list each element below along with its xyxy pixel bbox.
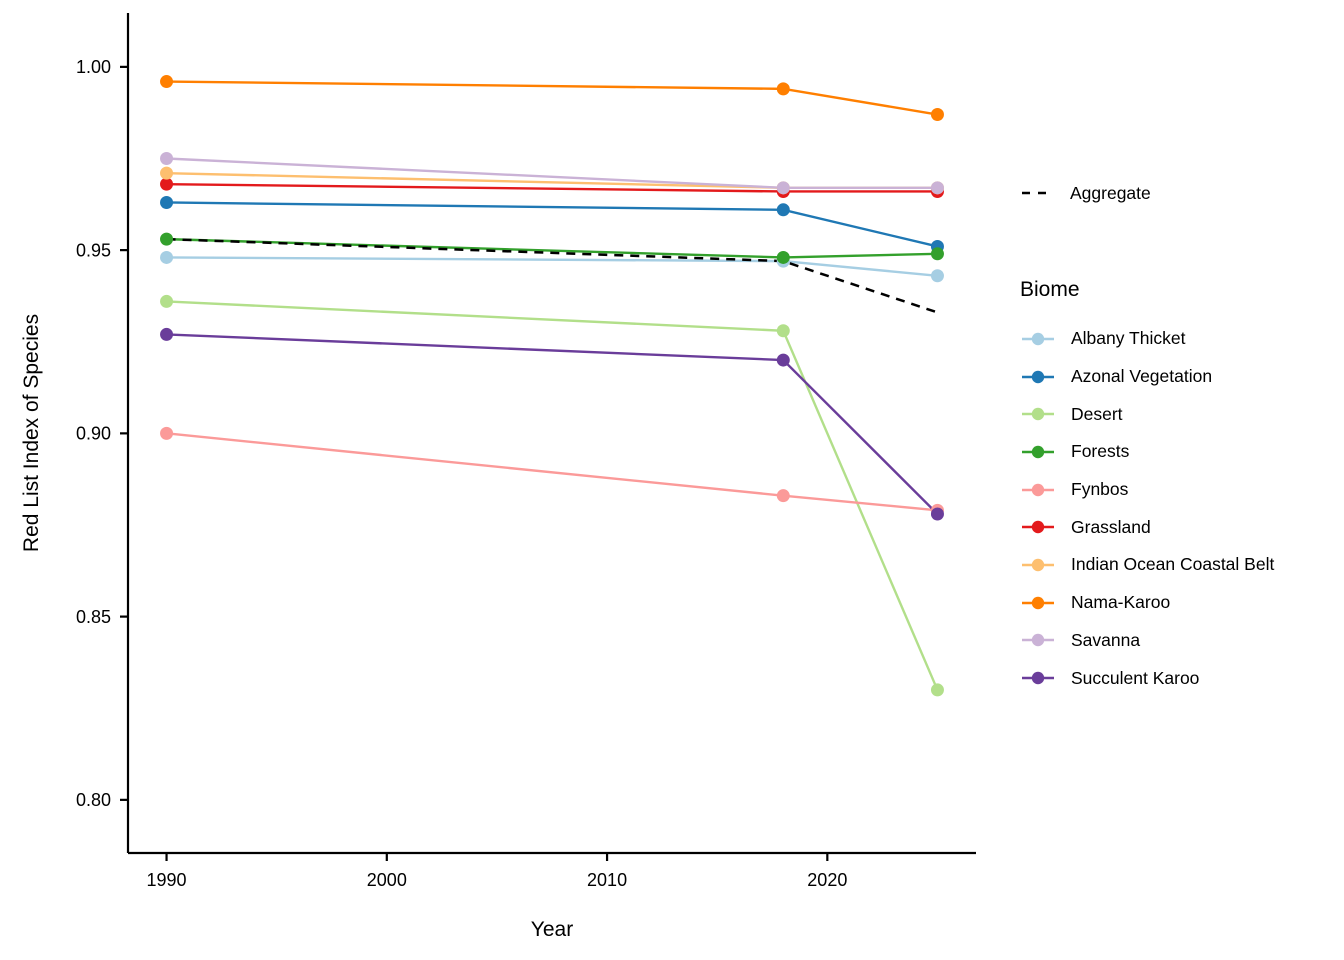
legend-key-marker: [1031, 671, 1045, 685]
y-tick-label-1.00: 1.00: [76, 57, 111, 77]
legend-item-label: Fynbos: [1071, 479, 1129, 500]
legend-item-label: Indian Ocean Coastal Belt: [1071, 554, 1275, 575]
y-tick-label-0.90: 0.90: [76, 424, 111, 444]
legend-item-desert: Desert: [1022, 395, 1274, 433]
data-point-albany-thicket-2025: [930, 269, 944, 283]
legend-item-label: Succulent Karoo: [1071, 667, 1200, 688]
data-point-succulent-karoo-2025: [930, 507, 944, 521]
legend-key-marker: [1031, 483, 1045, 496]
legend-key-marker: [1031, 634, 1045, 647]
y-axis-title: Red List Index of Species: [20, 313, 43, 553]
data-point-forests-1990: [160, 232, 174, 246]
legend-key-marker: [1031, 332, 1045, 346]
legend-key-marker: [1031, 370, 1045, 383]
data-point-albany-thicket-1990: [160, 250, 174, 264]
legend-key-grassland: [1022, 521, 1054, 534]
legend-item-label: Forests: [1071, 441, 1130, 462]
legend-item-succulent-karoo: Succulent Karoo: [1022, 659, 1274, 697]
legend-key-marker: [1031, 558, 1045, 572]
y-tick-label-0.95: 0.95: [76, 240, 111, 260]
legend-title: Biome: [1020, 278, 1080, 301]
legend-key-succulent-karoo: [1022, 671, 1054, 685]
data-point-azonal-vegetation-1990: [160, 195, 174, 209]
data-point-savanna-1990: [160, 151, 174, 165]
legend-key-nama-karoo: [1022, 596, 1054, 609]
x-tick-label-2000: 2000: [367, 870, 407, 890]
legend-item-label: Nama-Karoo: [1071, 592, 1171, 613]
series-line-desert: [166, 300, 939, 691]
x-tick-label-2020: 2020: [807, 870, 847, 890]
data-point-desert-2018: [776, 324, 790, 338]
legend-item-label: Grassland: [1071, 516, 1151, 537]
series-line-nama-karoo: [166, 80, 938, 116]
data-point-forests-2018: [776, 250, 790, 264]
data-point-savanna-2018: [776, 181, 790, 195]
data-point-nama-karoo-1990: [160, 75, 174, 89]
legend-key-albany-thicket: [1022, 332, 1054, 346]
legend-key-indian-ocean-coastal-belt: [1022, 558, 1054, 572]
y-tick-label-0.80: 0.80: [76, 790, 111, 810]
legend-item-indian-ocean-coastal-belt: Indian Ocean Coastal Belt: [1022, 546, 1274, 584]
legend-key-azonal-vegetation: [1022, 370, 1054, 383]
legend-key-marker: [1031, 408, 1045, 421]
legend-key-marker: [1031, 445, 1045, 459]
x-tick-label-1990: 1990: [147, 870, 187, 890]
legend-item-label: Desert: [1071, 403, 1123, 424]
legend-key-savanna: [1022, 634, 1054, 647]
series-line-azonal-vegetation: [166, 201, 938, 248]
data-point-desert-1990: [160, 294, 174, 308]
data-point-succulent-karoo-2018: [776, 353, 790, 367]
data-point-nama-karoo-2018: [776, 82, 790, 96]
series-line-fynbos: [166, 432, 938, 512]
data-point-savanna-2025: [930, 181, 944, 195]
data-point-indian-ocean-coastal-belt-1990: [160, 166, 174, 180]
y-tick-label-0.85: 0.85: [76, 607, 111, 627]
x-axis-title: Year: [530, 918, 574, 941]
series-line-forests: [166, 237, 938, 259]
series-line-succulent-karoo: [166, 333, 939, 515]
data-point-grassland-1990: [160, 177, 174, 191]
legend-key-forests: [1022, 445, 1054, 459]
data-point-fynbos-1990: [160, 426, 174, 440]
legend-item-label: Albany Thicket: [1071, 328, 1186, 349]
legend-item-azonal-vegetation: Azonal Vegetation: [1022, 358, 1274, 396]
data-point-forests-2025: [930, 247, 944, 261]
legend-key-marker: [1031, 521, 1045, 534]
legend-key-marker: [1031, 596, 1045, 609]
data-point-fynbos-2018: [776, 489, 790, 503]
aggregate-dashed-line-key: [1022, 191, 1052, 195]
data-point-succulent-karoo-1990: [160, 327, 174, 341]
legend-aggregate-label: Aggregate: [1070, 182, 1151, 203]
legend-item-label: Savanna: [1071, 629, 1141, 650]
legend-key-desert: [1022, 408, 1054, 421]
legend-item-savanna: Savanna: [1022, 622, 1274, 660]
legend-item-grassland: Grassland: [1022, 508, 1274, 546]
legend-items: Albany Thicket Azonal Vegetation Desert For…: [1022, 320, 1274, 697]
legend-item-nama-karoo: Nama-Karoo: [1022, 584, 1274, 622]
legend-key-fynbos: [1022, 483, 1054, 496]
legend-item-albany-thicket: Albany Thicket: [1022, 320, 1274, 358]
aggregate-line: [166, 237, 938, 314]
data-point-desert-2025: [930, 683, 944, 697]
legend-aggregate: Aggregate: [1022, 181, 1151, 205]
legend-item-fynbos: Fynbos: [1022, 471, 1274, 509]
data-point-azonal-vegetation-2018: [776, 203, 790, 217]
legend-item-label: Azonal Vegetation: [1071, 366, 1213, 387]
legend-item-forests: Forests: [1022, 433, 1274, 471]
data-point-nama-karoo-2025: [930, 108, 944, 122]
x-tick-label-2010: 2010: [587, 870, 627, 890]
